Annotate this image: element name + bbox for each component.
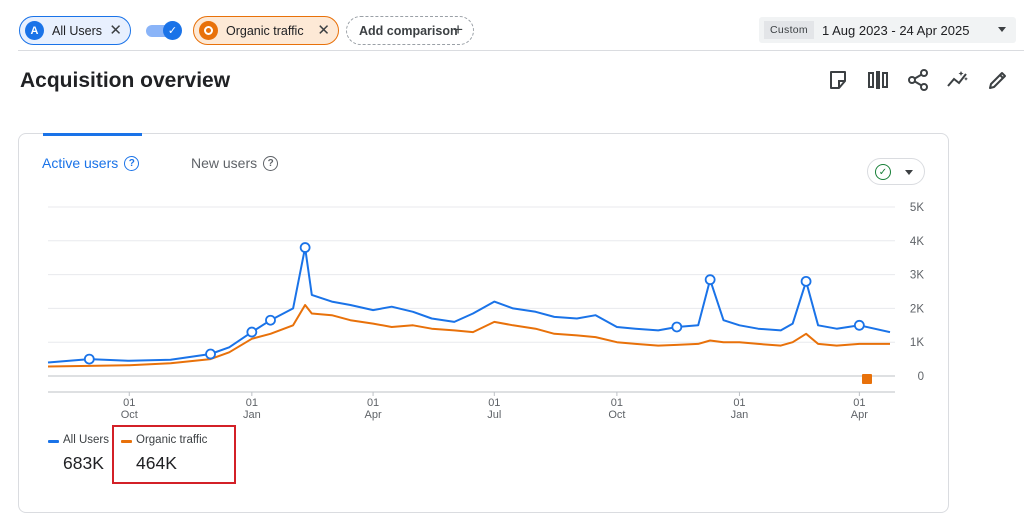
help-icon[interactable]: ? bbox=[263, 155, 279, 171]
comparison-bar: A All Users ✕ ✓ Organic traffic ✕ Add co… bbox=[0, 0, 1024, 52]
comparison-toggle[interactable]: ✓ bbox=[146, 21, 184, 40]
insights-icon[interactable] bbox=[946, 68, 970, 92]
tab-label: Active users bbox=[42, 155, 119, 171]
title-toolbar bbox=[826, 68, 1016, 92]
date-range-tag: Custom bbox=[764, 21, 814, 39]
header-divider bbox=[18, 50, 1024, 51]
legend-swatch bbox=[121, 440, 132, 443]
segment-circle-icon bbox=[199, 21, 218, 40]
data-quality-button[interactable]: ✓ bbox=[867, 158, 925, 185]
add-comparison-button[interactable]: Add comparison + bbox=[346, 16, 474, 45]
tab-new-users[interactable]: New users ? bbox=[191, 155, 279, 171]
date-range-picker[interactable]: Custom 1 Aug 2023 - 24 Apr 2025 bbox=[759, 17, 1016, 43]
chevron-down-icon bbox=[998, 27, 1006, 32]
legend-value: 683K bbox=[63, 453, 104, 473]
date-range-value: 1 Aug 2023 - 24 Apr 2025 bbox=[821, 22, 970, 38]
tab-active-users[interactable]: Active users ? bbox=[42, 155, 140, 171]
legend-value: 464K bbox=[136, 453, 177, 473]
segment-chip-organic-traffic[interactable]: Organic traffic ✕ bbox=[193, 16, 339, 45]
active-tab-indicator bbox=[43, 133, 142, 136]
plus-icon: + bbox=[453, 20, 463, 39]
add-comparison-label: Add comparison bbox=[359, 23, 458, 38]
legend-name: All Users bbox=[63, 434, 110, 446]
highlight-annotation-box bbox=[112, 425, 236, 484]
compare-columns-icon[interactable] bbox=[866, 68, 890, 92]
legend-item-organic-traffic: Organic traffic 464K bbox=[121, 434, 231, 474]
help-icon[interactable]: ? bbox=[124, 155, 140, 171]
segment-label: Organic traffic bbox=[226, 23, 304, 38]
segment-badge: A bbox=[25, 21, 44, 40]
pencil-icon[interactable] bbox=[986, 68, 1010, 92]
legend-item-all-users: All Users 683K bbox=[48, 434, 118, 474]
page-title: Acquisition overview bbox=[20, 69, 231, 92]
check-circle-icon: ✓ bbox=[875, 164, 891, 180]
close-icon[interactable]: ✕ bbox=[109, 22, 122, 39]
segment-label: All Users bbox=[52, 23, 103, 38]
tab-label: New users bbox=[191, 155, 258, 171]
segment-chip-all-users[interactable]: A All Users ✕ bbox=[19, 16, 131, 45]
close-icon[interactable]: ✕ bbox=[317, 22, 330, 39]
legend-name: Organic traffic bbox=[136, 434, 208, 446]
checkmark-icon: ✓ bbox=[163, 21, 182, 40]
share-icon[interactable] bbox=[906, 68, 930, 92]
chevron-down-icon bbox=[905, 170, 913, 175]
legend-swatch bbox=[48, 440, 59, 443]
edit-note-icon[interactable] bbox=[826, 68, 850, 92]
